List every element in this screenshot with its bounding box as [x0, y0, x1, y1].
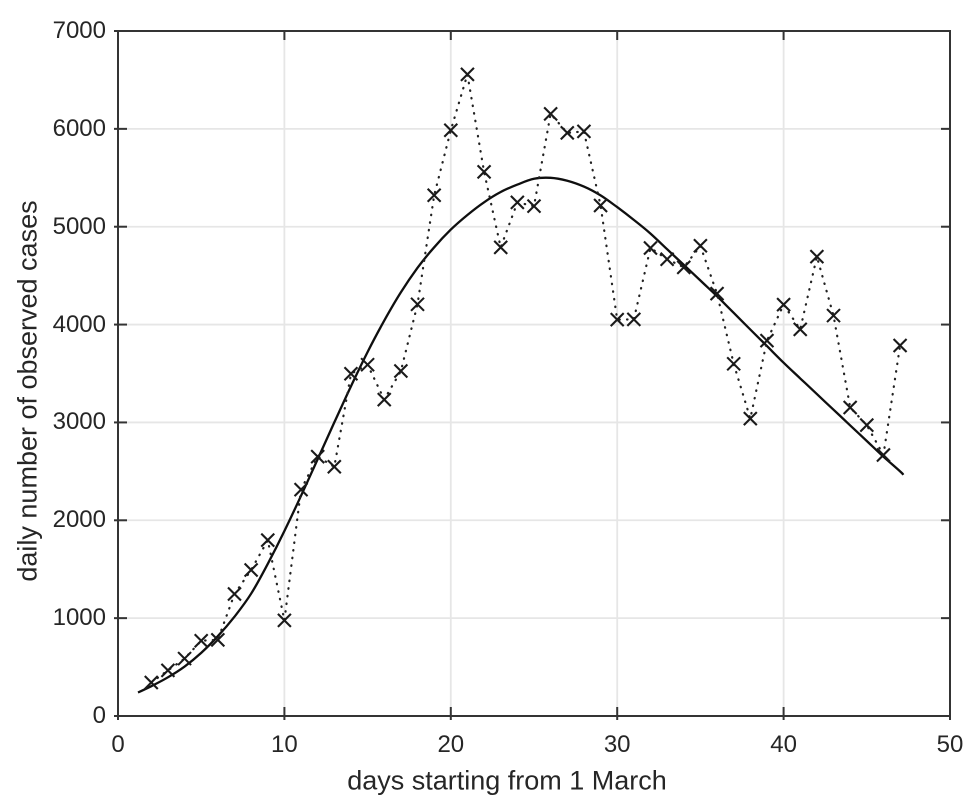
y-tick-label: 3000 [52, 408, 106, 436]
data-point-marker [859, 417, 875, 433]
fitted-curve [137, 176, 905, 694]
data-point-marker [376, 392, 392, 407]
data-point-marker [776, 297, 791, 312]
y-tick-label: 2000 [52, 506, 106, 534]
data-point-marker [726, 356, 741, 372]
x-tick-label: 0 [111, 731, 125, 758]
data-point-marker [609, 312, 625, 327]
data-point-marker [809, 249, 825, 264]
y-tick-label: 6000 [52, 114, 106, 142]
y-tick-label: 7000 [52, 17, 106, 44]
data-point-marker [460, 67, 475, 82]
y-tick-label: 5000 [52, 212, 106, 240]
data-point-marker [193, 633, 209, 648]
data-point-marker [792, 322, 808, 337]
data-point-marker [243, 562, 259, 578]
x-tick-label: 30 [603, 731, 631, 758]
data-point-marker [410, 297, 425, 312]
data-point-marker [560, 125, 575, 141]
observed-dotted-line [150, 73, 902, 684]
y-tick-label: 1000 [52, 604, 106, 632]
data-point-marker [826, 308, 841, 323]
data-point-marker [360, 357, 375, 372]
data-point-marker [543, 106, 558, 122]
gridlines [118, 31, 950, 716]
data-point-marker [576, 124, 592, 139]
data-point-marker [327, 459, 342, 475]
data-point-marker [659, 251, 675, 267]
data-point-marker [210, 632, 226, 648]
data-point-marker [393, 363, 409, 379]
data-point-marker [443, 122, 459, 138]
data-point-marker [476, 164, 492, 180]
data-point-marker [277, 613, 292, 628]
data-point-marker [426, 187, 442, 203]
data-point-marker [626, 312, 642, 327]
observed-markers [144, 67, 908, 690]
x-tick-label: 10 [271, 731, 298, 758]
data-point-marker [693, 238, 708, 254]
data-point-marker [343, 366, 359, 382]
data-point-marker [709, 286, 725, 301]
x-axis-label: days starting from 1 March [347, 765, 667, 796]
data-point-marker [227, 586, 242, 602]
data-point-marker [842, 400, 858, 415]
y-axis-label: daily number of observed cases [12, 200, 43, 582]
data-point-marker [676, 260, 692, 275]
data-series [137, 67, 908, 694]
y-tick-label: 4000 [52, 310, 106, 338]
data-point-marker [759, 333, 775, 348]
x-tick-label: 20 [437, 731, 465, 758]
data-point-marker [643, 240, 658, 256]
data-point-marker [743, 411, 758, 426]
data-point-marker [177, 651, 192, 666]
plot-border [117, 30, 951, 717]
axis-box-and-ticks [114, 30, 951, 720]
data-point-marker [293, 482, 309, 497]
data-point-marker [876, 447, 891, 463]
data-point-marker [260, 532, 276, 548]
data-point-marker [493, 240, 508, 255]
data-point-marker [144, 675, 159, 690]
data-point-marker [310, 449, 325, 464]
data-point-marker [526, 198, 542, 214]
data-point-marker [593, 198, 608, 213]
x-tick-label: 40 [770, 731, 797, 758]
data-point-marker [160, 663, 176, 678]
y-tick-label: 0 [92, 702, 106, 729]
data-point-marker [510, 195, 525, 210]
data-point-marker [892, 338, 908, 353]
x-tick-label: 50 [936, 731, 964, 758]
